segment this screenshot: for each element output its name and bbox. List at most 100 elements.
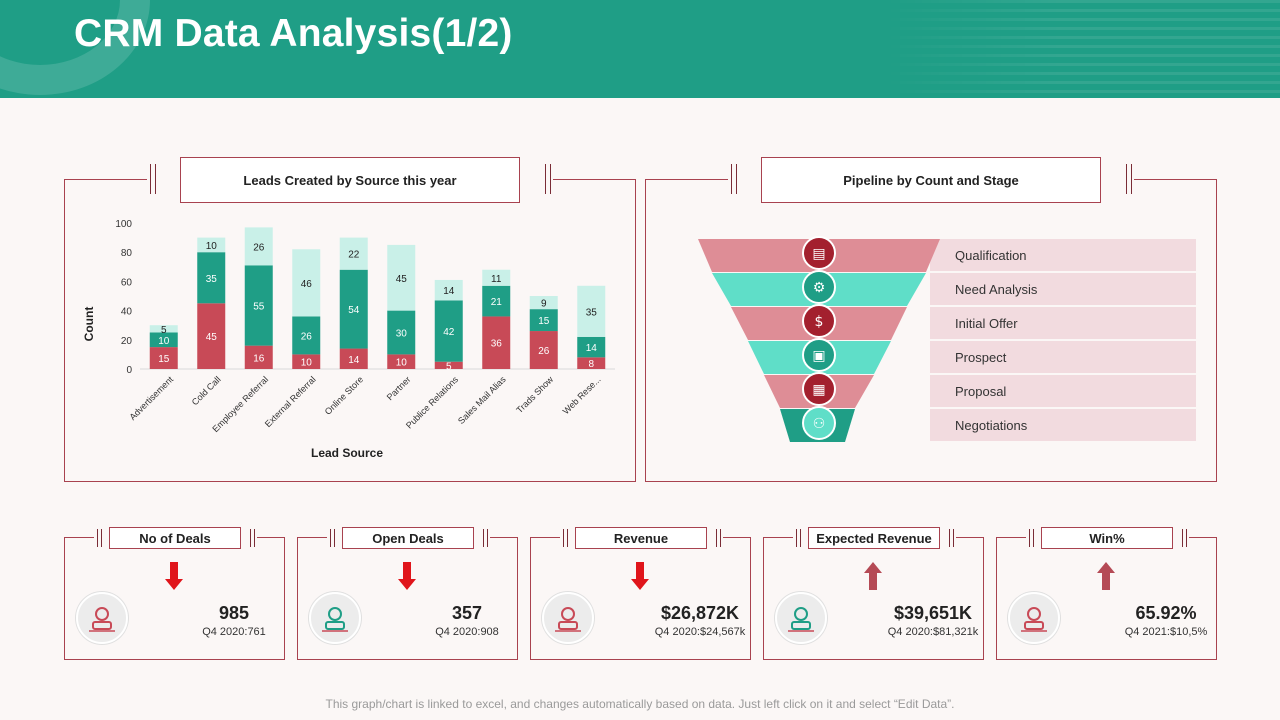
- bar-segment: [149, 332, 178, 348]
- title-tick: [155, 164, 156, 194]
- svg-text:⚙: ⚙: [813, 280, 826, 296]
- bar-segment: [292, 354, 321, 369]
- y-tick-label: 40: [121, 307, 133, 318]
- title-tick: [254, 529, 255, 547]
- data-label: 9: [541, 299, 547, 310]
- kpi-value: 357: [451, 603, 483, 623]
- title-tick: [545, 164, 546, 194]
- bar-segment: [244, 265, 273, 346]
- trend-up-arrow-icon: [864, 562, 882, 590]
- data-label: 16: [253, 353, 265, 364]
- dollar-coin-icon: [1008, 592, 1060, 644]
- bar-segment: [244, 345, 273, 369]
- y-tick-label: 20: [121, 336, 133, 347]
- leads-chart-title: Leads Created by Source this year: [180, 157, 520, 203]
- bar-segment: [149, 347, 178, 369]
- trend-up-arrow-icon: [1097, 562, 1115, 590]
- stage-band: [930, 409, 1196, 441]
- bar-segment: [197, 252, 226, 304]
- kpi-label: Revenue: [575, 527, 707, 549]
- data-label: 42: [443, 327, 455, 338]
- data-label: 10: [158, 336, 170, 347]
- y-tick-label: 60: [121, 277, 133, 288]
- data-label: 10: [301, 358, 313, 369]
- title-tick: [731, 164, 732, 194]
- data-label: 15: [538, 316, 550, 327]
- bar-segment: [339, 269, 368, 349]
- y-axis-label: Count: [82, 307, 96, 342]
- stage-label: Need Analysis: [955, 282, 1038, 297]
- kpi-value: 985: [218, 603, 250, 623]
- footer-note: This graph/chart is linked to excel, and…: [325, 697, 955, 711]
- stage-band: [930, 273, 1196, 305]
- title-tick: [563, 529, 564, 547]
- y-tick-label: 0: [126, 365, 132, 376]
- title-tick: [716, 529, 717, 547]
- title-tick: [720, 529, 721, 547]
- data-label: 30: [396, 329, 408, 340]
- stage-band: [930, 307, 1196, 339]
- kpi-value: $26,872K: [660, 603, 740, 623]
- bar-segment: [529, 296, 558, 310]
- bar-segment: [482, 285, 511, 317]
- team-icon: [76, 592, 128, 644]
- title-tick: [1186, 529, 1187, 547]
- bar-segment: [387, 244, 416, 311]
- certificate-icon: ▤: [802, 236, 836, 270]
- kpi-comparison: Q4 2020:$24,567k: [654, 626, 746, 638]
- kpi-label: No of Deals: [109, 527, 241, 549]
- stage-label: Initial Offer: [955, 316, 1018, 331]
- growth-chart-icon: [775, 592, 827, 644]
- title-tick: [101, 529, 102, 547]
- title-tick: [1029, 529, 1030, 547]
- title-tick: [953, 529, 954, 547]
- data-label: 46: [301, 279, 313, 290]
- y-tick-label: 100: [115, 219, 132, 230]
- title-tick: [334, 529, 335, 547]
- bar-segment: [482, 316, 511, 369]
- svg-text:▤: ▤: [812, 246, 825, 262]
- svg-text:⚇: ⚇: [813, 416, 826, 432]
- bar-segment: [197, 237, 226, 253]
- data-label: 22: [348, 250, 360, 261]
- data-label: 8: [588, 359, 594, 370]
- bar-segment: [529, 309, 558, 332]
- title-tick: [150, 164, 151, 194]
- title-tick: [487, 529, 488, 547]
- bar-segment: [149, 325, 178, 333]
- bar-segment: [577, 336, 606, 358]
- bar-segment: [434, 279, 463, 301]
- stage-band: [930, 341, 1196, 373]
- kpi-comparison: Q4 2021:$10,5%: [1124, 626, 1208, 638]
- data-label: 26: [538, 346, 550, 357]
- title-tick: [97, 529, 98, 547]
- title-tick: [1182, 529, 1183, 547]
- x-axis-label: Lead Source: [311, 446, 383, 460]
- data-label: 21: [491, 297, 503, 308]
- trend-down-arrow-icon: [398, 562, 416, 590]
- title-tick: [796, 529, 797, 547]
- data-label: 55: [253, 301, 265, 312]
- document-icon: ▦: [802, 372, 836, 406]
- data-label: 14: [586, 343, 598, 354]
- stage-label: Qualification: [955, 248, 1027, 263]
- title-tick: [1033, 529, 1034, 547]
- kpi-value: 65.92%: [1135, 603, 1197, 623]
- dollar-bill-icon: ▣: [802, 338, 836, 372]
- bar-segment: [529, 331, 558, 369]
- title-tick: [1126, 164, 1127, 194]
- title-tick: [1131, 164, 1132, 194]
- money-bag-icon: $: [802, 304, 836, 338]
- data-label: 45: [396, 274, 408, 285]
- svg-text:▣: ▣: [812, 348, 825, 364]
- y-tick-label: 80: [121, 248, 133, 259]
- handshake-icon: ⚇: [802, 406, 836, 440]
- page-title: CRM Data Analysis(1/2): [74, 12, 513, 55]
- kpi-label: Open Deals: [342, 527, 474, 549]
- trend-down-arrow-icon: [631, 562, 649, 590]
- title-tick: [949, 529, 950, 547]
- bar-segment: [339, 237, 368, 270]
- kpi-comparison: Q4 2020:908: [435, 626, 499, 638]
